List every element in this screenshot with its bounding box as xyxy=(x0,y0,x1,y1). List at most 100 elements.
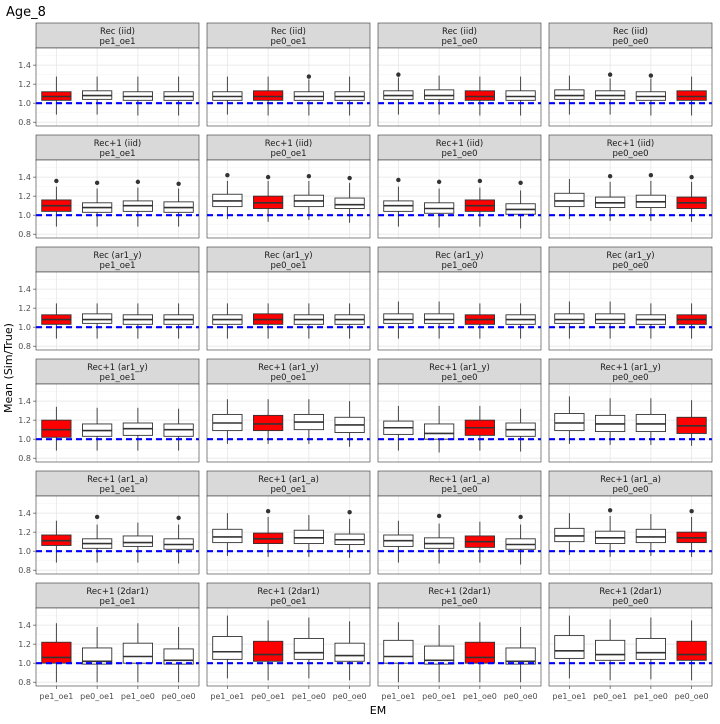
facet-strip-label: Rec (iid) xyxy=(100,27,135,37)
facet-strip-label: Rec+1 (2dar1) xyxy=(428,587,490,597)
panel-border xyxy=(377,271,542,351)
panel-border xyxy=(35,47,200,127)
facet-strip-label: pe1_oe1 xyxy=(99,261,135,271)
panel-border xyxy=(548,495,713,575)
box-body xyxy=(464,90,495,101)
plot-background xyxy=(549,272,712,350)
y-tick-label: 1.2 xyxy=(18,192,31,201)
facet-strip-label: pe0_oe0 xyxy=(612,597,648,607)
facet-strip xyxy=(548,582,713,609)
x-tick-label: pe0_oe0 xyxy=(333,692,367,701)
box-outlier xyxy=(436,179,442,185)
y-tick-label: 0.8 xyxy=(18,678,31,687)
facet-strip-label: Rec+1 (iid) xyxy=(436,139,483,149)
x-tick-label: pe0_oe1 xyxy=(422,692,456,701)
box-outlier xyxy=(176,515,181,521)
facet-panel: Rec (iid)pe1_oe0 xyxy=(377,22,542,127)
facet-strip-label: pe1_oe1 xyxy=(99,149,135,159)
y-tick-label: 1.2 xyxy=(18,416,31,425)
box-body xyxy=(41,419,72,438)
facet-strip-label: pe0_oe0 xyxy=(612,37,648,47)
facet-strip-label: Rec (ar1_y) xyxy=(435,251,483,261)
facet-strip-label: pe1_oe0 xyxy=(441,261,477,271)
panel-border xyxy=(206,271,371,351)
facet-strip xyxy=(548,134,713,161)
box-body xyxy=(554,313,585,324)
box-body xyxy=(595,639,626,661)
facet-panel: Rec (ar1_y)pe0_oe1 xyxy=(206,246,371,351)
box-body xyxy=(505,90,536,101)
plot-background xyxy=(36,160,199,238)
box-body xyxy=(595,313,626,324)
panel-border xyxy=(548,383,713,463)
panel-border xyxy=(35,495,200,575)
box-body xyxy=(635,413,666,433)
x-tick-label: pe0_oe0 xyxy=(162,692,196,701)
panel-border xyxy=(377,495,542,575)
panel-border xyxy=(206,159,371,239)
facet-panel: Rec+1 (ar1_y)pe0_oe1 xyxy=(206,358,371,463)
facet-strip-label: pe1_oe1 xyxy=(99,373,135,383)
facet-strip-label: Rec+1 (2dar1) xyxy=(257,587,319,597)
facet-strip-label: pe1_oe0 xyxy=(441,373,477,383)
y-tick-label: 1.0 xyxy=(18,659,31,668)
facet-strip-label: pe1_oe0 xyxy=(441,485,477,495)
box-body xyxy=(383,639,414,664)
plot-background xyxy=(378,272,541,350)
facet-strip-label: pe0_oe0 xyxy=(612,149,648,159)
facet-strip-label: Rec (iid) xyxy=(271,27,306,37)
facet-panel: Rec (iid)pe0_oe0 xyxy=(548,22,713,127)
facet-panel: Rec (ar1_y)pe0_oe0 xyxy=(548,246,713,351)
x-tick-label: pe0_oe1 xyxy=(80,692,114,701)
facet-panel: Rec+1 (ar1_a)pe1_oe0 xyxy=(377,470,542,575)
box-body xyxy=(41,641,72,664)
box-body xyxy=(464,641,495,664)
box-outlier xyxy=(436,513,442,519)
box-outlier xyxy=(135,179,141,185)
facet-strip-label: Rec+1 (ar1_a) xyxy=(600,475,661,485)
facet-strip-label: pe1_oe0 xyxy=(441,149,477,159)
x-tick-label: pe1_oe0 xyxy=(463,692,497,701)
box-outlier xyxy=(54,178,59,184)
y-axis-label: Mean (Sim/True) xyxy=(2,323,15,413)
box-outlier xyxy=(607,508,613,513)
x-tick-label: pe0_oe1 xyxy=(251,692,285,701)
box-body xyxy=(253,90,284,101)
facet-strip-label: Rec+1 (ar1_y) xyxy=(258,363,319,373)
facet-strip xyxy=(35,358,200,385)
box-outlier xyxy=(176,181,181,186)
box-body xyxy=(122,642,153,664)
facet-strip xyxy=(206,22,371,49)
box-body xyxy=(293,637,324,660)
y-tick-label: 0.8 xyxy=(18,566,31,575)
panel-border xyxy=(206,383,371,463)
facet-strip-label: Rec+1 (ar1_a) xyxy=(258,475,319,485)
facet-strip-label: pe1_oe0 xyxy=(441,597,477,607)
facet-strip-label: Rec+1 (iid) xyxy=(265,139,312,149)
panel-border xyxy=(206,495,371,575)
box-body xyxy=(554,413,585,432)
panel-border xyxy=(548,47,713,127)
y-tick-label: 1.4 xyxy=(18,621,31,630)
box-body xyxy=(635,637,666,660)
box-body xyxy=(554,89,585,100)
facet-strip-label: pe0_oe0 xyxy=(612,261,648,271)
facet-strip-label: Rec+1 (iid) xyxy=(607,139,654,149)
box-body xyxy=(122,535,153,547)
box-body xyxy=(82,313,113,324)
box-outlier xyxy=(607,72,613,77)
box-outlier xyxy=(225,173,230,178)
plot-background xyxy=(207,272,370,350)
facet-strip-label: pe0_oe1 xyxy=(270,37,306,47)
facet-strip-label: pe1_oe0 xyxy=(441,37,477,47)
y-tick-label: 1.2 xyxy=(18,80,31,89)
panel-border xyxy=(206,607,371,687)
plot-background xyxy=(378,48,541,126)
facet-panel: Rec+1 (ar1_y)pe1_oe1 0.8 1.0 1.2 1.4 xyxy=(18,358,200,463)
facet-panel: Rec+1 (ar1_a)pe0_oe0 xyxy=(548,470,713,575)
y-tick-label: 0.8 xyxy=(18,454,31,463)
facet-strip-label: Rec (iid) xyxy=(442,27,477,37)
y-tick-label: 1.0 xyxy=(18,323,31,332)
box-body xyxy=(253,640,284,662)
